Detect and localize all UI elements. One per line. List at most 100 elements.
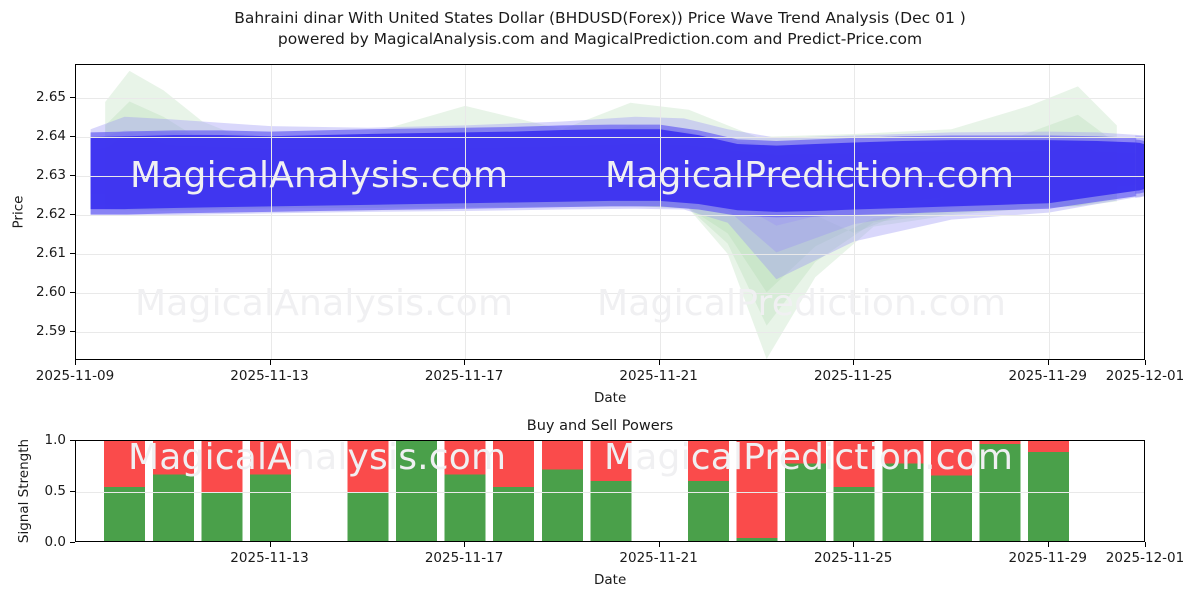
buy-power-segment [882,463,924,541]
power-x-tick-label: 2025-11-17 [424,550,504,566]
buy-power-segment [444,474,486,541]
gridline-horizontal [76,292,1144,294]
price-y-tick-mark [70,136,75,138]
sell-power-segment [882,441,924,464]
sell-power-segment [979,441,1021,445]
price-y-tick-mark [70,97,75,99]
price-x-tick-mark [853,360,855,365]
power-bar [104,441,146,541]
price-y-tick-mark [70,291,75,294]
buy-sell-bars [104,441,1070,541]
power-bar [152,441,194,541]
price-y-tick-label: 2.60 [35,283,66,300]
buy-power-segment [687,480,729,541]
gridline-vertical [659,65,661,359]
price-y-tick-mark [70,330,75,332]
gridline-vertical [854,65,856,359]
power-y-tick-label: 0.0 [44,534,66,550]
sell-power-segment [201,441,243,492]
power-bar [785,441,827,541]
price-y-tick-mark [70,252,75,255]
price-y-tick-mark [70,175,75,177]
price-y-tick-label: 2.59 [35,322,66,339]
buy-power-segment [833,486,875,541]
power-y-axis-label: Signal Strength [16,438,33,544]
power-chart-title: Buy and Sell Powers [526,418,674,434]
buy-power-segment [493,486,535,541]
price-x-tick-label: 2025-11-17 [424,368,504,384]
price-x-tick-mark [1145,360,1147,365]
gridline-horizontal [76,331,1144,333]
price-x-tick-mark [658,360,660,365]
power-bar [590,441,632,541]
power-bar [979,441,1021,541]
power-bar [736,441,778,541]
buy-power-segment [201,492,243,541]
sell-power-segment [104,441,146,487]
buy-power-segment [930,475,972,541]
price-chart-axes [75,64,1145,360]
power-bar [882,441,924,541]
price-x-tick-mark [269,360,271,365]
wave-band-end-cap-2 [1135,142,1144,191]
price-x-tick-mark [75,360,77,365]
power-y-tick-label: 1.0 [44,432,66,448]
sell-power-segment [687,441,729,481]
price-wave-bands [90,70,1144,359]
power-x-tick-mark [1145,542,1147,547]
buy-power-segment [541,469,583,541]
gridline-vertical [465,65,467,359]
sell-power-segment [785,441,827,464]
power-x-tick-mark [464,542,466,547]
price-y-axis-label: Price [10,195,27,229]
gridline-horizontal [76,214,1144,216]
price-y-tick-label: 2.63 [35,167,66,183]
price-y-tick-label: 2.62 [35,205,66,222]
sell-power-segment [930,441,972,476]
power-bar [833,441,875,541]
buy-power-segment [347,493,389,541]
power-x-tick-label: 2025-11-29 [1008,550,1087,566]
price-x-tick-label: 2025-11-09 [35,368,115,384]
sell-power-segment [833,441,875,487]
gridline-horizontal [76,253,1144,255]
price-x-tick-label: 2025-11-25 [813,368,893,384]
price-x-tick-label: 2025-11-29 [1008,368,1087,384]
page-title: Bahraini dinar With United States Dollar… [0,8,1200,50]
power-y-tick-label: 0.5 [44,483,66,499]
price-x-tick-label: 2025-11-13 [230,368,309,384]
gridline-horizontal [76,176,1144,177]
power-x-tick-mark [1047,542,1049,547]
buy-power-segment [395,441,437,541]
power-bar [347,441,389,541]
sell-power-segment [250,441,292,475]
power-x-tick-label: 2025-11-25 [813,550,893,566]
gridline-horizontal [76,98,1144,100]
sell-power-segment [444,441,486,475]
power-bar [687,441,729,541]
price-x-tick-label: 2025-11-21 [619,368,698,384]
power-bar [493,441,535,541]
power-y-tick-mark [70,542,75,544]
price-y-tick-label: 2.64 [35,128,66,145]
buy-power-segment [1028,452,1070,541]
power-bar [250,441,292,541]
buy-power-segment [736,537,778,541]
power-x-tick-label: 2025-11-21 [619,550,698,566]
power-x-tick-mark [658,542,660,547]
power-x-tick-mark [853,542,855,547]
power-bar [541,441,583,541]
power-x-tick-label: 2025-12-01 [1105,550,1185,566]
power-bar [1028,441,1070,541]
power-x-tick-label: 2025-11-13 [230,550,309,566]
buy-power-segment [152,474,194,541]
price-x-tick-label: 2025-12-01 [1105,368,1185,384]
buy-power-segment [590,480,632,541]
price-y-tick-label: 2.65 [35,89,66,106]
price-x-tick-mark [1047,360,1049,365]
gridline-vertical [1048,65,1050,359]
buy-power-segment [104,486,146,541]
buy-power-segment [785,463,827,541]
power-bar [930,441,972,541]
